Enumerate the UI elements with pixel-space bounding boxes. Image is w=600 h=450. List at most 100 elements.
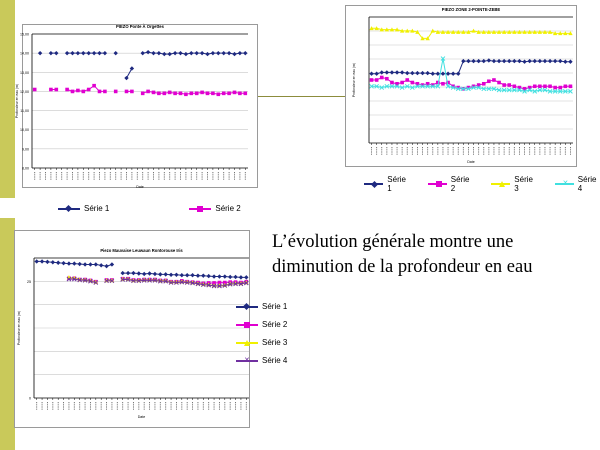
data-point	[425, 36, 430, 41]
data-point	[425, 70, 430, 76]
data-point	[461, 58, 466, 64]
data-point	[81, 89, 86, 94]
data-point	[32, 87, 37, 92]
data-point	[450, 71, 456, 76]
data-point	[243, 280, 249, 286]
data-point	[233, 274, 238, 280]
data-point	[227, 281, 233, 287]
series-line	[371, 27, 571, 39]
data-point	[409, 85, 415, 90]
data-point	[430, 83, 436, 89]
data-point	[517, 87, 522, 93]
data-point	[141, 278, 147, 283]
legend-item-serie2: Série 2	[427, 175, 474, 193]
data-point	[238, 91, 242, 96]
data-point	[466, 85, 471, 90]
data-point	[217, 274, 222, 279]
data-point	[517, 29, 522, 34]
data-point	[369, 78, 374, 82]
data-point	[394, 70, 400, 75]
data-point	[430, 83, 435, 87]
data-point	[167, 90, 172, 95]
data-point	[172, 50, 178, 56]
data-point	[178, 50, 183, 56]
data-point	[179, 273, 185, 278]
data-point	[70, 50, 75, 56]
data-point	[200, 90, 204, 95]
data-point	[532, 88, 538, 94]
data-point	[124, 89, 129, 94]
data-point	[558, 58, 563, 64]
data-point	[399, 85, 405, 90]
data-point	[227, 274, 233, 280]
data-point	[211, 274, 217, 279]
data-point	[563, 31, 568, 36]
chart-bottom-left: 0 25 Piezo Mauvaise Leuwaun Rontorouse Iri…	[14, 230, 250, 428]
data-point	[124, 75, 129, 81]
y-tick-label: 12,00	[20, 90, 29, 94]
data-point	[162, 51, 167, 57]
data-point	[440, 29, 446, 34]
data-point	[194, 91, 199, 96]
legend-label: Série 2	[215, 204, 241, 213]
data-point	[93, 280, 99, 285]
legend-item-serie4: Série 4	[554, 175, 600, 193]
chart-title: PIEZO ZONE 2-POINTE-ZEBE	[442, 7, 501, 12]
data-point	[72, 261, 77, 266]
data-point	[205, 91, 210, 96]
data-point	[532, 29, 537, 34]
legend-label: Série 3	[514, 175, 533, 193]
data-point	[145, 49, 151, 55]
data-point	[476, 29, 481, 34]
data-point	[481, 58, 486, 64]
legend-label: Série 1	[84, 204, 110, 213]
data-point	[507, 58, 512, 64]
data-point	[557, 88, 563, 94]
data-point	[222, 283, 228, 288]
data-point	[88, 262, 93, 267]
data-point	[440, 56, 446, 61]
data-point	[563, 84, 568, 89]
data-point	[456, 85, 461, 90]
data-point	[481, 86, 487, 92]
data-point	[496, 29, 502, 34]
data-point	[552, 31, 558, 36]
data-point	[156, 50, 162, 56]
data-point	[441, 81, 445, 86]
data-point	[210, 50, 216, 56]
data-point	[221, 50, 226, 56]
data-point	[379, 70, 384, 75]
data-point	[199, 50, 205, 56]
data-point	[97, 50, 102, 56]
data-point	[125, 277, 131, 282]
data-point	[174, 280, 179, 285]
data-point	[400, 80, 404, 85]
data-point	[205, 51, 210, 57]
data-point	[102, 50, 108, 56]
data-point	[179, 279, 185, 285]
chart-title: PIEZO Ponte À Orgettes	[116, 24, 165, 29]
legend-marker-cross-icon	[236, 357, 258, 365]
y-tick-label: 25	[27, 280, 31, 284]
y-tick-label: 10,00	[20, 128, 29, 132]
series-line	[371, 59, 571, 75]
data-point	[91, 50, 97, 56]
data-point	[471, 58, 476, 64]
data-point	[103, 89, 107, 94]
data-point	[168, 272, 174, 277]
data-point	[410, 70, 415, 76]
data-point	[491, 86, 497, 92]
legend-label: Série 2	[262, 320, 288, 329]
data-point	[82, 262, 88, 267]
data-point	[200, 282, 206, 288]
data-point	[195, 281, 201, 287]
data-point	[140, 50, 145, 56]
data-point	[568, 84, 573, 89]
legend-marker-diamond-icon	[364, 180, 384, 188]
data-point	[157, 278, 163, 284]
legend-item-serie3: Série 3	[236, 338, 287, 347]
data-point	[109, 262, 115, 267]
data-point	[558, 31, 563, 36]
data-point	[471, 85, 476, 90]
data-point	[151, 50, 156, 56]
